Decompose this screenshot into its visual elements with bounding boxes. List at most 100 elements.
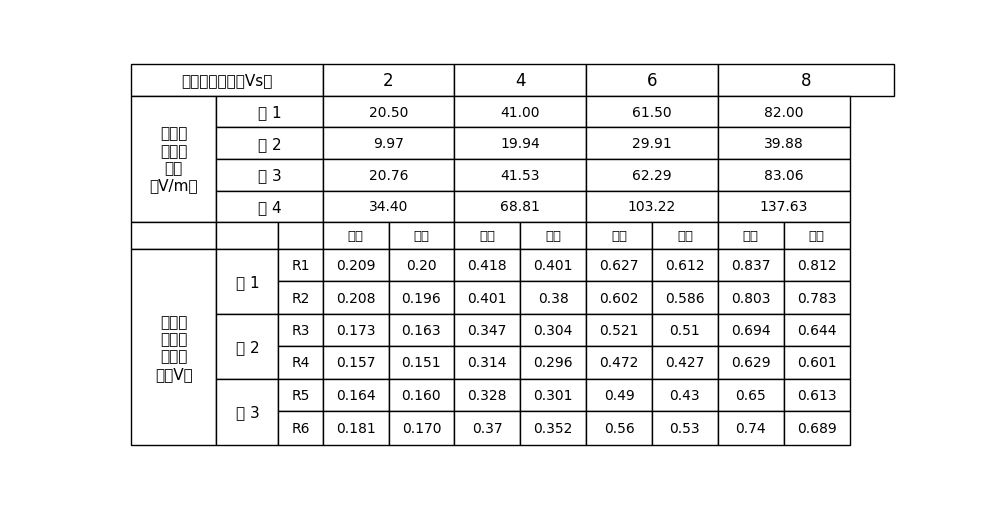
Bar [652,223,718,249]
Bar [652,379,718,411]
Bar [718,346,784,379]
Bar [718,411,784,445]
Bar [278,314,323,346]
Bar [323,191,454,223]
Text: 0.602: 0.602 [599,291,639,305]
Text: 0.689: 0.689 [797,421,837,435]
Bar [454,249,520,282]
Bar [454,160,586,191]
Text: 0.151: 0.151 [402,356,441,370]
Bar [586,97,718,128]
Bar [278,346,323,379]
Text: 0.296: 0.296 [533,356,573,370]
Text: 模拟: 模拟 [743,230,759,243]
Text: 0.196: 0.196 [402,291,441,305]
Text: 0.352: 0.352 [534,421,573,435]
Text: 0.314: 0.314 [468,356,507,370]
Text: 0.301: 0.301 [533,388,573,402]
Bar [454,65,586,97]
Text: 0.601: 0.601 [797,356,836,370]
Bar [784,249,850,282]
Text: 29.91: 29.91 [632,137,672,151]
Bar [586,249,652,282]
Text: 线 2: 线 2 [258,136,281,152]
Text: R6: R6 [291,421,310,435]
Text: 82.00: 82.00 [764,106,804,120]
Text: 0.613: 0.613 [797,388,836,402]
Text: 0.209: 0.209 [336,259,375,273]
Bar [454,411,520,445]
Text: 线缆周
围电场
峰值
（V/m）: 线缆周 围电场 峰值 （V/m） [150,126,198,193]
Text: R5: R5 [291,388,310,402]
Text: 实测: 实测 [413,230,429,243]
Text: 0.586: 0.586 [665,291,705,305]
Text: 0.427: 0.427 [665,356,705,370]
Bar [388,282,454,314]
Text: 0.170: 0.170 [402,421,441,435]
Text: 0.51: 0.51 [670,323,700,337]
Bar [784,282,850,314]
Bar [586,314,652,346]
Bar [278,223,323,249]
Bar [454,282,520,314]
Bar [652,282,718,314]
Text: 0.347: 0.347 [468,323,507,337]
Text: 线 3: 线 3 [236,405,259,420]
Text: 线 3: 线 3 [258,168,281,183]
Text: 0.157: 0.157 [336,356,375,370]
Bar [216,249,278,314]
Bar [718,282,784,314]
Text: 4: 4 [515,72,526,89]
Bar [216,191,323,223]
Text: 68.81: 68.81 [500,200,540,214]
Bar [652,346,718,379]
Bar [586,65,718,97]
Bar [586,128,718,160]
Text: 0.328: 0.328 [468,388,507,402]
Bar [323,314,388,346]
Bar [388,223,454,249]
Bar [131,249,216,445]
Bar [586,282,652,314]
Bar [131,65,323,97]
Bar [278,411,323,445]
Bar [131,223,216,249]
Bar [718,223,784,249]
Bar [586,191,718,223]
Bar [323,128,454,160]
Text: 6: 6 [647,72,657,89]
Bar [388,249,454,282]
Bar [718,160,850,191]
Text: 0.160: 0.160 [402,388,441,402]
Text: 0.694: 0.694 [731,323,771,337]
Bar [454,314,520,346]
Text: R4: R4 [291,356,310,370]
Bar [586,346,652,379]
Bar [388,346,454,379]
Text: 20.76: 20.76 [369,169,408,182]
Text: 线 1: 线 1 [236,274,259,289]
Bar [718,65,894,97]
Bar [454,191,586,223]
Text: 0.803: 0.803 [731,291,771,305]
Text: 83.06: 83.06 [764,169,804,182]
Bar [520,411,586,445]
Text: 34.40: 34.40 [369,200,408,214]
Text: R3: R3 [291,323,310,337]
Text: 实测: 实测 [545,230,561,243]
Text: 0.812: 0.812 [797,259,836,273]
Text: 0.783: 0.783 [797,291,836,305]
Text: 0.837: 0.837 [731,259,771,273]
Bar [784,411,850,445]
Bar [784,346,850,379]
Text: 0.521: 0.521 [599,323,639,337]
Text: 0.53: 0.53 [670,421,700,435]
Bar [520,314,586,346]
Bar [454,346,520,379]
Bar [520,346,586,379]
Text: 0.163: 0.163 [402,323,441,337]
Text: R2: R2 [291,291,310,305]
Text: 模拟: 模拟 [348,230,364,243]
Text: 负载上
的电压
响应峰
值（V）: 负载上 的电压 响应峰 值（V） [155,314,193,381]
Text: 0.627: 0.627 [599,259,639,273]
